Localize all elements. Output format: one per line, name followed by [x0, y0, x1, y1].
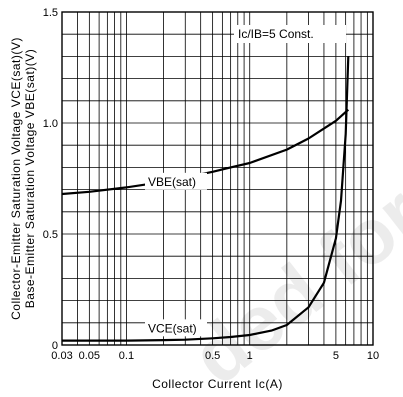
y-tick-label: 1.5 — [43, 7, 58, 19]
annotation-background — [234, 25, 346, 43]
series-curves — [61, 56, 350, 342]
y-tick-label: 0.5 — [43, 229, 58, 241]
y-tick-labels: 0 0.5 1.0 1.5 — [43, 7, 58, 352]
vbe-label-background — [145, 172, 207, 190]
y-axis-title-line-1: Collector-Emitter Saturation Voltage VCE… — [9, 37, 23, 320]
vce-label-background — [145, 319, 207, 337]
svg-text:ded for: ded for — [175, 169, 403, 397]
x-tick-label: 0.03 — [51, 350, 72, 362]
vce-sat-curve — [62, 56, 350, 342]
x-tick-labels: 0.03 0.05 0.1 0.5 1 5 10 — [51, 350, 379, 362]
annotation: Ic/IB=5 Const. — [238, 27, 314, 41]
watermark: ded for — [175, 169, 403, 397]
x-tick-label: 5 — [333, 350, 339, 362]
x-tick-label: 10 — [367, 350, 379, 362]
vce-series-label: VCE(sat) — [148, 321, 197, 335]
x-tick-label: 0.5 — [205, 350, 220, 362]
y-axis-title-line-2: Base-Emitter Saturation Voltage VBE(sat)… — [23, 49, 37, 309]
y-tick-label: 0 — [52, 340, 58, 352]
grid — [61, 12, 374, 345]
vbe-sat-curve — [61, 108, 350, 196]
vbe-series-label: VBE(sat) — [148, 175, 196, 189]
y-tick-label: 1.0 — [43, 118, 58, 130]
plot-frame — [61, 11, 374, 346]
x-tick-label: 0.05 — [79, 350, 100, 362]
x-axis-title: Collector Current Ic(A) — [152, 377, 283, 391]
x-tick-label: 0.1 — [119, 350, 134, 362]
x-tick-label: 1 — [247, 350, 253, 362]
